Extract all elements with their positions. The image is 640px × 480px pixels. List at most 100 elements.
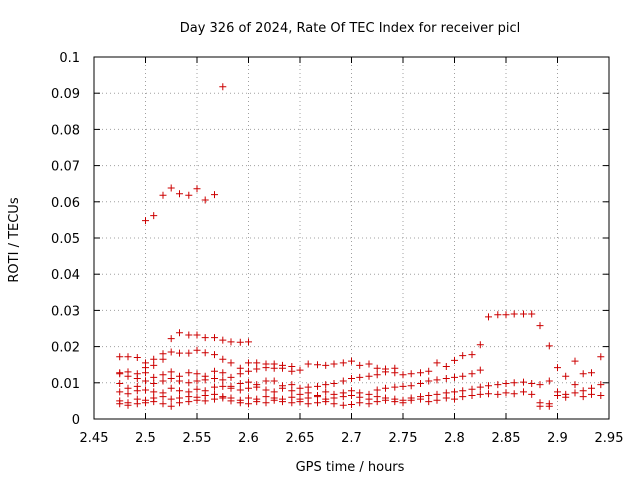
data-point xyxy=(142,369,149,377)
data-point xyxy=(365,360,373,368)
data-point xyxy=(348,357,355,365)
data-point xyxy=(253,365,261,373)
data-point xyxy=(201,397,209,405)
y-tick-label: 0 xyxy=(72,413,80,428)
data-point xyxy=(116,388,124,396)
data-point xyxy=(167,184,175,192)
data-point xyxy=(270,377,278,385)
data-point xyxy=(133,375,141,382)
data-point xyxy=(133,387,141,395)
data-point xyxy=(365,372,373,380)
data-point xyxy=(407,382,415,390)
data-point xyxy=(124,401,132,409)
data-point xyxy=(150,380,158,387)
data-point xyxy=(185,349,193,357)
data-point xyxy=(201,349,209,357)
data-point xyxy=(124,390,132,398)
data-point xyxy=(167,368,175,376)
data-point xyxy=(142,386,149,394)
data-point xyxy=(236,338,244,346)
data-point xyxy=(296,398,304,406)
series-points xyxy=(536,389,605,410)
data-point xyxy=(185,369,193,377)
data-point xyxy=(322,361,330,369)
data-point xyxy=(211,383,218,391)
data-point xyxy=(116,353,124,361)
data-point xyxy=(193,370,201,378)
data-point xyxy=(201,196,209,204)
data-point xyxy=(554,364,561,372)
data-point xyxy=(451,356,458,364)
data-point xyxy=(245,384,252,392)
data-point xyxy=(201,334,209,342)
data-point xyxy=(211,375,218,382)
data-point xyxy=(142,217,149,225)
data-point xyxy=(116,370,124,378)
data-point xyxy=(288,387,296,395)
data-point xyxy=(142,399,149,407)
data-point xyxy=(314,393,321,401)
data-point xyxy=(597,381,605,389)
data-point xyxy=(322,381,330,389)
data-point xyxy=(322,388,330,396)
data-point xyxy=(407,370,415,378)
x-tick-label: 2.65 xyxy=(286,431,315,446)
data-point xyxy=(227,359,235,367)
data-point xyxy=(339,393,347,401)
data-point xyxy=(391,398,399,406)
data-point xyxy=(288,363,296,370)
data-point xyxy=(219,382,227,390)
data-point xyxy=(227,384,235,392)
data-point xyxy=(510,390,518,398)
data-point xyxy=(176,349,183,357)
data-point xyxy=(167,335,175,343)
data-point xyxy=(176,329,183,337)
data-point xyxy=(536,322,544,330)
data-point xyxy=(219,369,227,377)
data-point xyxy=(176,190,183,198)
data-point xyxy=(270,396,278,404)
data-point xyxy=(399,382,407,390)
data-point xyxy=(219,355,227,363)
data-point xyxy=(339,377,347,385)
data-point xyxy=(167,402,175,410)
data-point xyxy=(185,331,193,339)
data-point xyxy=(193,377,201,385)
data-point xyxy=(314,382,321,390)
data-point xyxy=(348,375,355,382)
data-point xyxy=(236,399,244,407)
data-point xyxy=(262,393,270,401)
data-point xyxy=(433,396,441,404)
data-point xyxy=(304,360,312,368)
x-tick-label: 2.7 xyxy=(341,431,362,446)
data-point xyxy=(442,375,450,382)
x-tick-label: 2.95 xyxy=(595,431,624,446)
data-point xyxy=(399,399,407,407)
data-point xyxy=(571,357,579,365)
data-point xyxy=(382,396,389,404)
data-point xyxy=(236,370,244,378)
data-point xyxy=(391,383,399,391)
axis-ticks: 2.45 2.5 2.55 2.6 2.65 2.7 2.75 2.8 2.85 2.9 2.95 0… xyxy=(51,51,623,446)
data-point xyxy=(159,400,167,408)
data-point xyxy=(476,390,484,398)
data-point xyxy=(417,380,424,387)
data-point xyxy=(279,361,286,369)
series-points xyxy=(116,381,605,410)
data-point xyxy=(425,398,433,406)
data-point xyxy=(348,401,355,408)
data-point xyxy=(373,398,381,406)
data-point xyxy=(116,400,124,408)
data-point xyxy=(236,386,244,394)
data-point xyxy=(314,399,321,407)
data-point xyxy=(459,393,467,401)
data-point xyxy=(270,360,278,368)
data-point xyxy=(219,394,227,402)
data-point xyxy=(167,384,175,392)
x-tick-label: 2.5 xyxy=(135,431,156,446)
data-point xyxy=(245,359,252,367)
data-point xyxy=(373,364,381,372)
data-point xyxy=(219,83,227,91)
x-axis-label: GPS time / hours xyxy=(296,460,405,475)
